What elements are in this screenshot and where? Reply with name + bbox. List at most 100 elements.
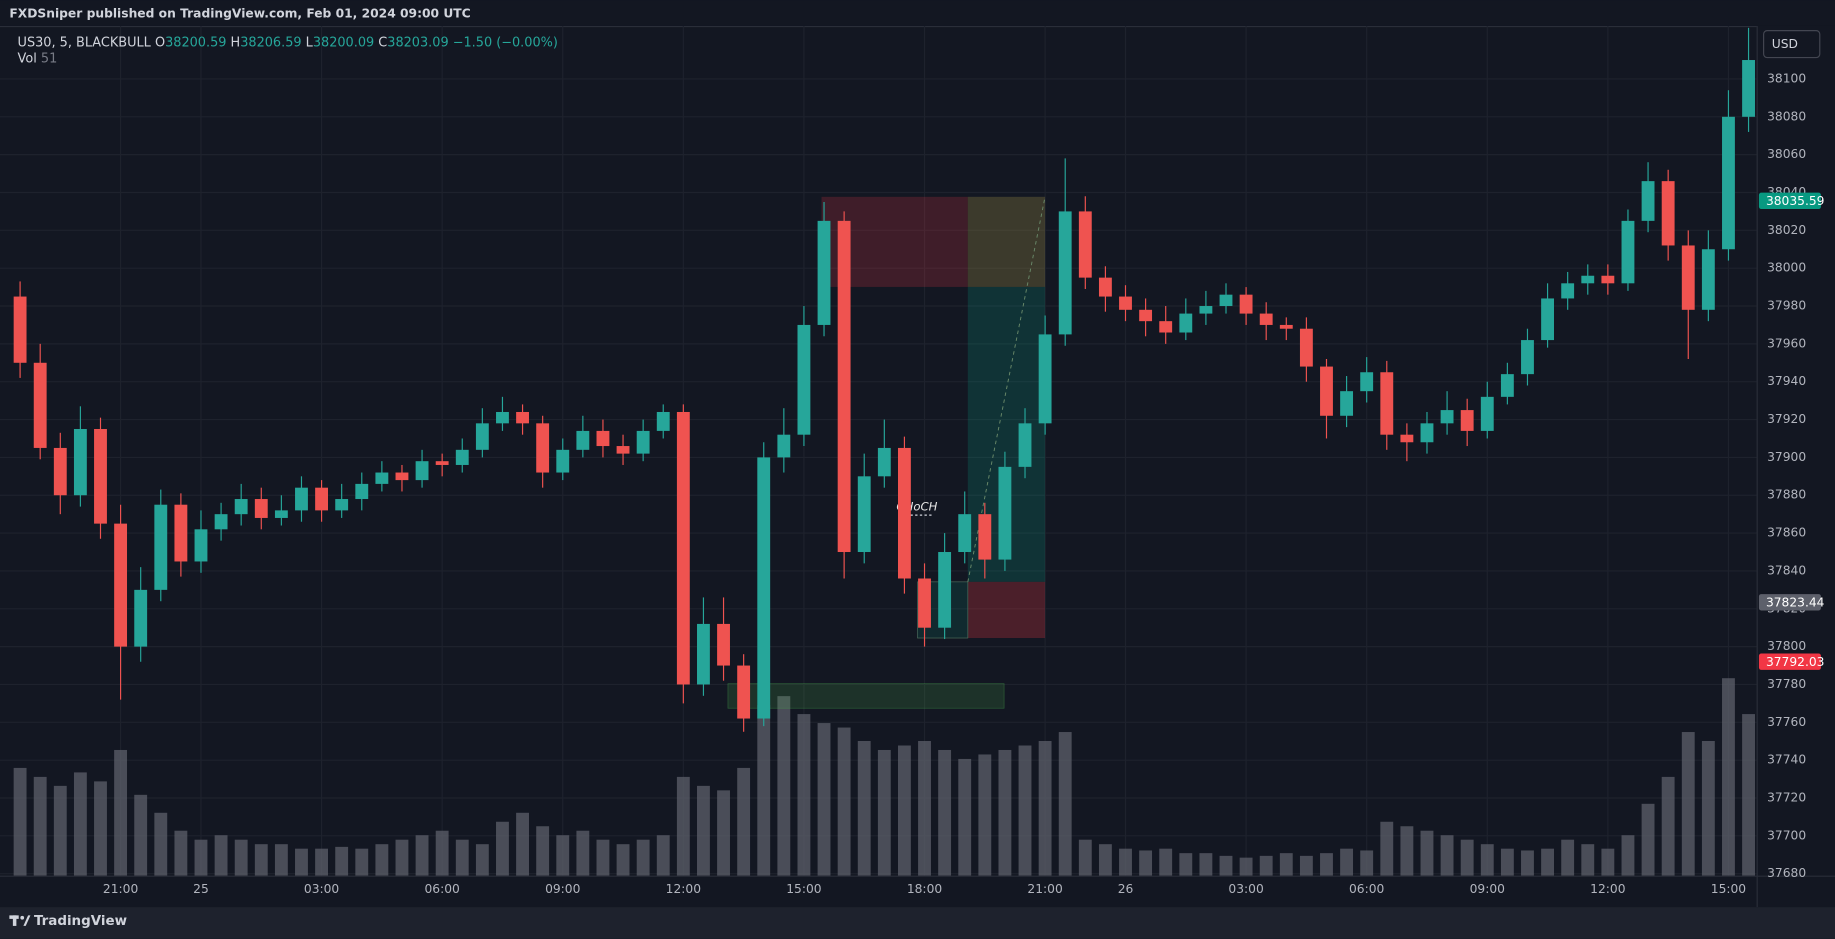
candle-body <box>1139 309 1153 322</box>
x-tick-label: 06:00 <box>1349 882 1384 896</box>
volume-bar <box>53 785 67 876</box>
grid <box>0 25 1757 876</box>
volume-bar <box>1179 853 1193 876</box>
volume-bar <box>1279 853 1293 876</box>
candle-body <box>214 514 228 530</box>
volume-bar <box>1219 855 1233 876</box>
candle-body <box>998 466 1012 560</box>
volume-bar <box>717 790 730 876</box>
candle-body <box>1641 181 1655 221</box>
candles <box>13 27 1755 732</box>
volume-bar <box>1480 844 1494 876</box>
x-tick-label: 09:00 <box>545 882 580 896</box>
vol-label: Vol <box>18 51 37 66</box>
x-tick-label: 03:00 <box>304 882 339 896</box>
volume-bar <box>234 839 248 876</box>
long-stop-zone <box>967 581 1046 639</box>
candle-body <box>1601 275 1615 284</box>
volume-bar <box>777 696 791 876</box>
c-value: 38203.09 <box>387 35 448 50</box>
volume-bar <box>1500 848 1514 876</box>
candle-body <box>1722 116 1735 250</box>
volume-bar <box>817 723 831 876</box>
y-tick-label: 38020 <box>1767 223 1806 237</box>
candle-body <box>877 447 891 477</box>
o-value: 38200.59 <box>165 35 226 50</box>
y-tick-label: 38060 <box>1767 147 1806 161</box>
candle-body <box>1340 391 1354 416</box>
volume-bar <box>134 794 148 876</box>
volume-bar <box>1521 850 1534 876</box>
volume-bar <box>697 785 710 876</box>
volume-bar <box>556 835 570 876</box>
candle-body <box>636 430 650 454</box>
tv-logo <box>9 915 31 926</box>
candle-body <box>1078 211 1092 278</box>
candle-body <box>1179 313 1193 333</box>
volume-bar <box>13 767 27 876</box>
y-tick-label: 37680 <box>1767 866 1806 880</box>
x-tick-label: 26 <box>1118 882 1134 896</box>
volume-legend: Vol 51 <box>18 51 58 66</box>
y-tick-label: 37980 <box>1767 299 1806 313</box>
candle-body <box>415 461 429 481</box>
demand-zone <box>727 683 1005 709</box>
volume-bar <box>1199 853 1213 876</box>
candle-body <box>656 411 670 431</box>
price-badge-label: 37792.03 <box>1766 655 1825 669</box>
x-tick-label: 03:00 <box>1228 882 1263 896</box>
volume-bar <box>958 758 972 876</box>
volume-bar <box>114 749 128 876</box>
volume-bar <box>737 767 751 876</box>
volume-bar <box>1400 826 1414 876</box>
volume-bar <box>1541 848 1555 876</box>
y-tick-label: 38000 <box>1767 261 1806 275</box>
volume-bar <box>33 776 47 876</box>
volume-bar <box>1018 745 1032 876</box>
volume-bar <box>1058 732 1072 876</box>
candle-body <box>757 457 771 719</box>
candle-body <box>295 487 308 511</box>
volume-bar <box>1259 855 1273 876</box>
x-tick-label: 21:00 <box>103 882 138 896</box>
currency-button[interactable] <box>1763 30 1821 59</box>
price-badge <box>1758 192 1821 210</box>
candle-body <box>1480 396 1494 431</box>
price-badge-label: 37823.44 <box>1766 595 1825 609</box>
volume-bar <box>536 826 550 876</box>
volume-bar <box>1119 848 1132 876</box>
candle-body <box>1561 283 1575 299</box>
candle-body <box>797 324 811 435</box>
candle-body <box>1440 410 1454 424</box>
volume-bar <box>274 844 288 876</box>
price-axis <box>1756 25 1835 908</box>
candle-body <box>1159 321 1173 333</box>
price-badge <box>1758 594 1821 611</box>
candle-body <box>1681 245 1695 310</box>
candle-body <box>1500 374 1514 397</box>
volume-bar <box>797 714 811 876</box>
volume-bar <box>295 848 308 876</box>
candle-body <box>73 429 87 496</box>
candle-body <box>1299 328 1313 367</box>
x-tick-label: 12:00 <box>666 882 701 896</box>
candle-body <box>335 499 349 511</box>
volume-bar <box>1038 741 1052 876</box>
candle-body <box>134 589 148 647</box>
change: −1.50 (−0.00%) <box>453 35 558 50</box>
y-tick-label: 37940 <box>1767 374 1806 388</box>
brand: TradingView <box>34 914 127 929</box>
candle-body <box>897 447 911 579</box>
candle-body <box>33 362 47 448</box>
x-tick-label: 12:00 <box>1590 882 1625 896</box>
volume-bar <box>1299 855 1313 876</box>
x-tick-label: 06:00 <box>424 882 459 896</box>
h-label: H <box>231 35 241 50</box>
volume-bar <box>214 835 228 876</box>
candle-body <box>596 430 610 447</box>
candle-body <box>94 429 107 524</box>
candle-body <box>1521 340 1534 375</box>
candle-body <box>1199 306 1213 314</box>
